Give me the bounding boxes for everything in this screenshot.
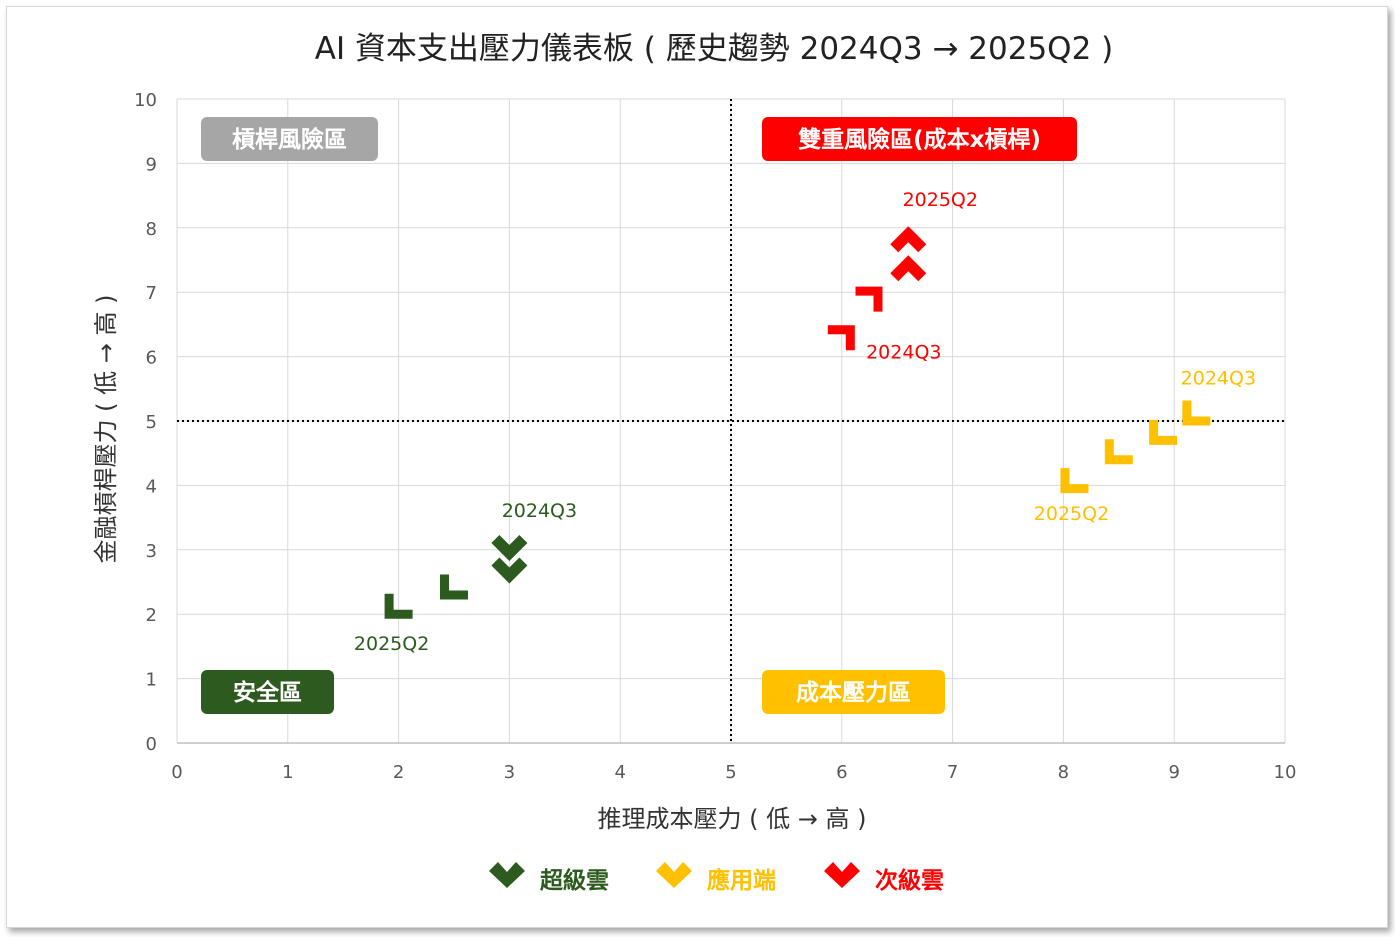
data-point xyxy=(855,286,883,312)
y-tick-label: 6 xyxy=(146,348,157,369)
y-axis-label: 金融槓桿壓力 ( 低 → 高 ) xyxy=(92,295,120,564)
x-tick-label: 7 xyxy=(947,762,958,783)
x-tick-label: 8 xyxy=(1058,762,1069,783)
x-axis-label: 推理成本壓力 ( 低 → 高 ) xyxy=(598,805,867,833)
x-tick-label: 9 xyxy=(1168,762,1179,783)
y-tick-label: 5 xyxy=(146,412,157,433)
x-tick-label: 6 xyxy=(836,762,847,783)
y-tick-label: 10 xyxy=(134,90,157,111)
legend-marker-icon xyxy=(656,862,692,888)
data-point xyxy=(440,574,468,600)
x-tick-label: 10 xyxy=(1274,762,1297,783)
x-tick-label: 0 xyxy=(171,762,182,783)
quadrant-badge xyxy=(762,117,1077,161)
legend-marker-icon xyxy=(489,862,525,888)
data-label: 2025Q2 xyxy=(354,633,429,655)
data-point xyxy=(1182,400,1211,426)
data-label: 2024Q3 xyxy=(866,341,941,363)
data-point xyxy=(890,255,927,282)
data-point xyxy=(827,325,855,351)
quadrant-label: 雙重風險區(成本x槓桿) xyxy=(798,126,1041,153)
y-tick-label: 2 xyxy=(146,605,157,626)
plot-area: 0 1 2 3 4 5 6 7 8 9 10 0 1 2 3 4 5 6 7 8 9 10 槓桿風險區 雙重風險區(成本x槓桿… xyxy=(134,90,1296,783)
data-label: 2024Q3 xyxy=(502,500,577,522)
quadrant-label: 槓桿風險區 xyxy=(232,126,347,153)
y-tick-label: 1 xyxy=(146,670,157,691)
quadrant-label: 安全區 xyxy=(233,679,302,706)
y-tick-label: 4 xyxy=(146,476,157,497)
data-point xyxy=(384,593,413,619)
y-tick-label: 9 xyxy=(146,154,157,175)
data-point xyxy=(491,535,528,562)
quadrant-label: 成本壓力區 xyxy=(796,680,911,706)
data-point xyxy=(1060,468,1089,494)
x-tick-label: 1 xyxy=(282,762,293,783)
y-tick-label: 3 xyxy=(146,541,157,562)
chart-card: AI 資本支出壓力儀表板 ( 歷史趨勢 2024Q3 → 2025Q2 ) 推理… xyxy=(6,6,1388,928)
data-point xyxy=(1104,439,1133,465)
x-tick-label: 4 xyxy=(614,762,625,783)
y-tick-label: 0 xyxy=(146,734,157,755)
legend-label: 次級雲 xyxy=(875,867,944,894)
data-point xyxy=(1149,419,1178,445)
legend-label: 超級雲 xyxy=(540,867,609,894)
data-label: 2025Q2 xyxy=(1034,503,1109,525)
legend: 超級雲 應用端 次級雲 xyxy=(489,862,944,894)
x-tick-label: 5 xyxy=(725,762,736,783)
data-label: 2024Q3 xyxy=(1181,368,1256,390)
data-label: 2025Q2 xyxy=(903,189,978,211)
chart-title: AI 資本支出壓力儀表板 ( 歷史趨勢 2024Q3 → 2025Q2 ) xyxy=(315,31,1114,67)
quadrant-badge xyxy=(201,117,378,161)
legend-label: 應用端 xyxy=(707,867,776,894)
data-point xyxy=(491,557,528,584)
y-tick-label: 8 xyxy=(146,219,157,240)
legend-marker-icon xyxy=(824,862,860,888)
data-point xyxy=(890,226,927,253)
x-tick-label: 2 xyxy=(393,762,404,783)
quadrant-badge xyxy=(762,670,945,714)
y-tick-label: 7 xyxy=(146,283,157,304)
quadrant-badge xyxy=(201,670,334,714)
x-tick-label: 3 xyxy=(504,762,515,783)
chart-canvas: AI 資本支出壓力儀表板 ( 歷史趨勢 2024Q3 → 2025Q2 ) 推理… xyxy=(92,31,1296,894)
